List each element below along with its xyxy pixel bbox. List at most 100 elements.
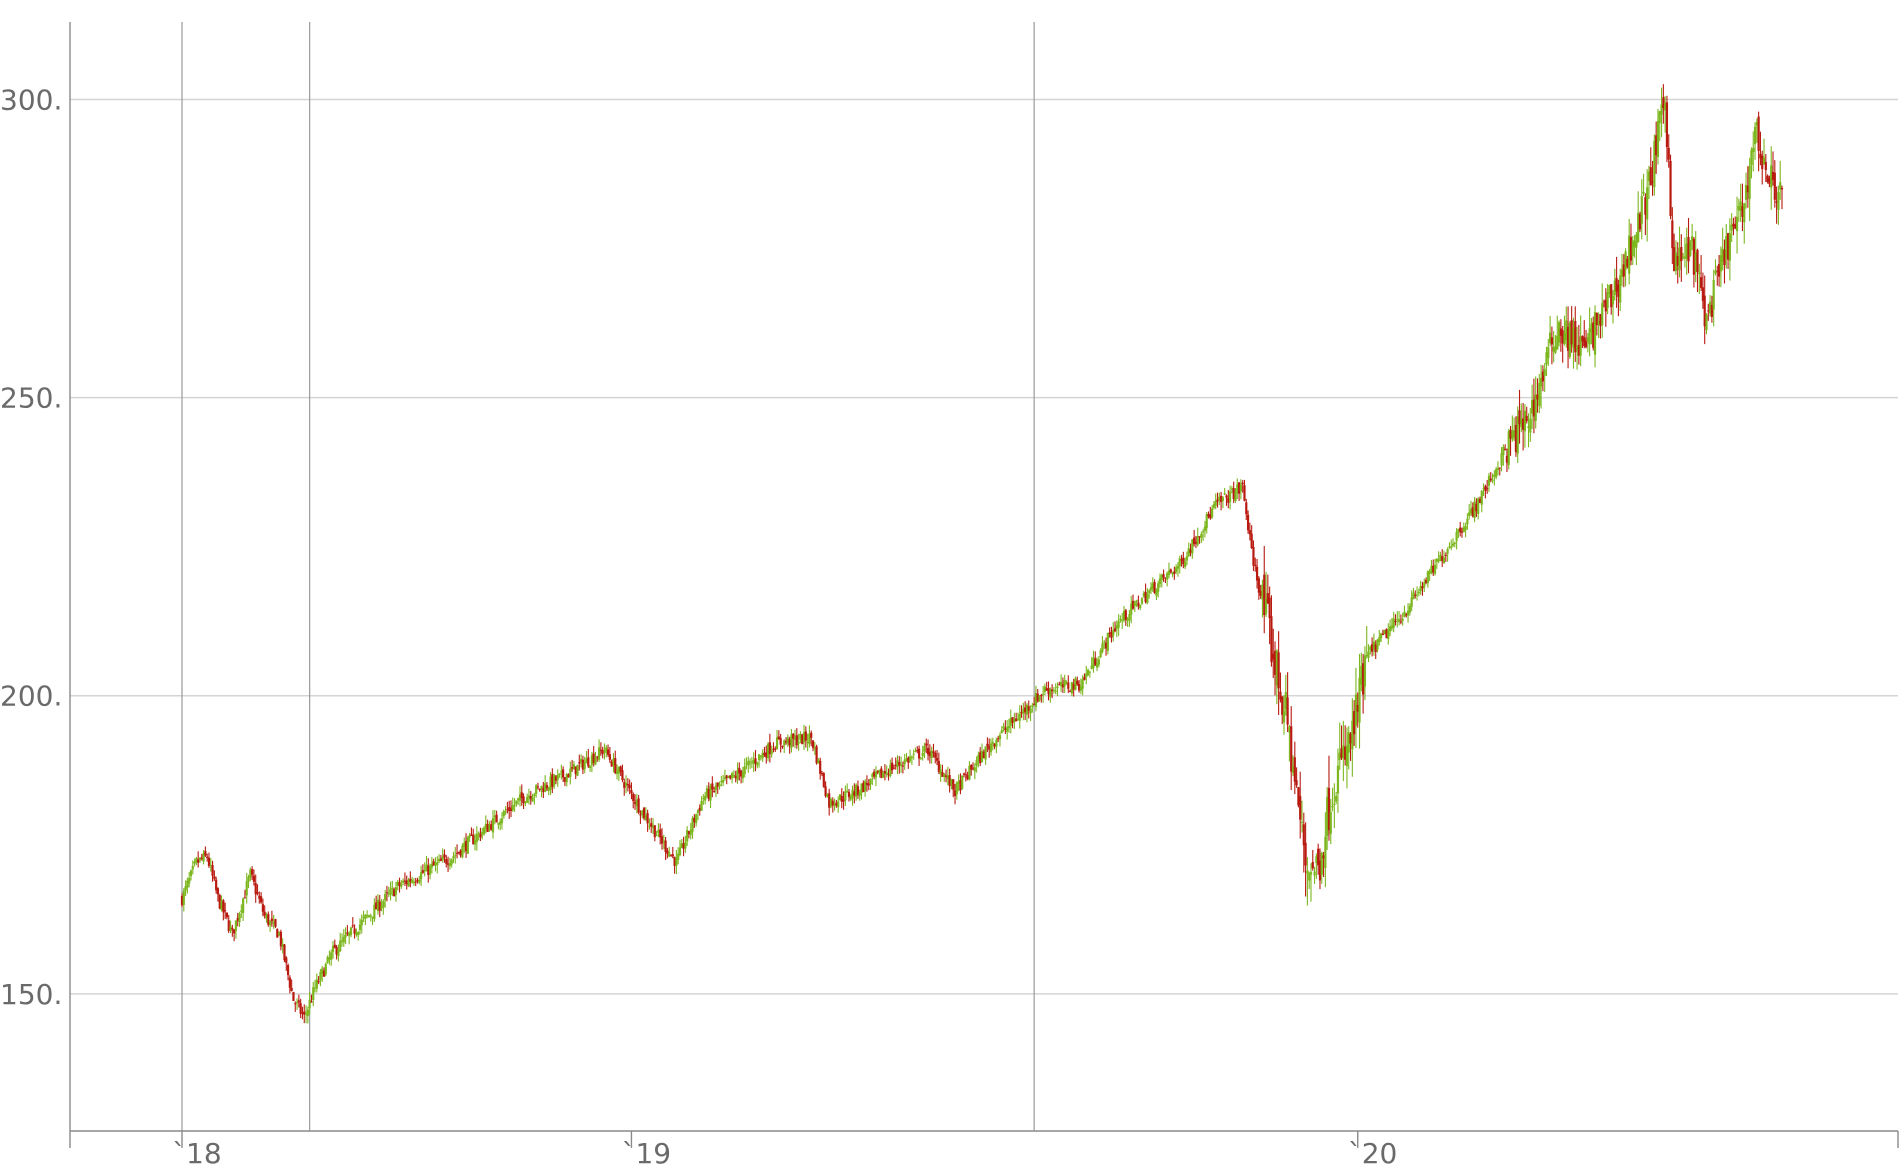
candlestick [878, 769, 881, 778]
candlestick [1381, 629, 1384, 636]
candlestick [405, 875, 408, 890]
candle-body [668, 852, 671, 857]
candle-body [1723, 250, 1726, 266]
candle-body [1545, 352, 1548, 365]
candlestick [1223, 487, 1226, 496]
candlestick [1579, 315, 1582, 367]
candle-body [714, 785, 718, 791]
candlestick [610, 759, 613, 767]
candlestick [1166, 571, 1169, 587]
candlestick [1656, 108, 1660, 165]
candlestick [1268, 586, 1271, 645]
candlestick [930, 746, 933, 764]
candlestick [932, 743, 935, 758]
candlestick [560, 764, 563, 780]
candle-body [1257, 578, 1260, 593]
candle-body [285, 957, 288, 963]
candlestick [1388, 619, 1392, 637]
candle-body [436, 862, 439, 866]
candle-body [1353, 711, 1356, 735]
candle-body [251, 869, 254, 875]
candlestick [286, 963, 290, 981]
candlestick [432, 858, 435, 866]
candlestick [793, 729, 797, 749]
candlestick-series [180, 84, 1784, 1024]
candlestick [1721, 227, 1724, 271]
candle-body [1113, 628, 1117, 632]
candlestick [1241, 480, 1244, 493]
candle-body [1275, 650, 1278, 686]
candle-body [1036, 693, 1039, 702]
candlestick [612, 753, 615, 773]
candlestick [682, 836, 685, 857]
candle-body [1115, 625, 1118, 630]
candlestick [1504, 444, 1507, 451]
candlestick [324, 962, 327, 977]
candlestick [889, 759, 892, 778]
candle-body [1291, 766, 1295, 773]
candle-body [1599, 314, 1602, 326]
candle-body [254, 882, 257, 895]
candlestick [1146, 588, 1149, 605]
candlestick [1257, 576, 1260, 600]
candlestick [633, 794, 637, 810]
candlestick [1748, 157, 1751, 222]
candlestick [1527, 413, 1530, 448]
candlestick [905, 753, 908, 762]
candlestick [1550, 326, 1553, 365]
candlestick [1101, 636, 1104, 654]
candlestick [1462, 522, 1465, 533]
candle-body [860, 783, 863, 793]
candlestick [486, 819, 489, 832]
candlestick [576, 764, 579, 777]
candle-body [1406, 610, 1410, 616]
candle-body [529, 795, 532, 800]
candlestick [1768, 175, 1771, 188]
candlestick [1523, 404, 1527, 448]
candlestick [923, 742, 926, 759]
candlestick [1755, 118, 1758, 143]
candle-body [923, 745, 926, 752]
candle-body [1354, 694, 1358, 726]
candlestick [802, 724, 806, 751]
candlestick [1225, 494, 1228, 506]
candle-body [1403, 611, 1406, 617]
candle-body [490, 824, 493, 830]
candle-body [1701, 287, 1704, 301]
candle-body [1284, 692, 1287, 710]
candle-body [355, 932, 358, 935]
candle-body [784, 741, 788, 743]
candle-body [1588, 328, 1591, 345]
candlestick [330, 949, 333, 966]
candle-body [1038, 695, 1041, 701]
candle-body [1184, 561, 1187, 567]
candlestick [186, 877, 189, 894]
candlestick [515, 800, 518, 807]
candlestick [1119, 615, 1122, 623]
candle-body [603, 750, 606, 752]
candlestick [914, 747, 917, 753]
candlestick [1354, 667, 1358, 749]
candle-body [588, 765, 592, 768]
candlestick [1266, 574, 1269, 605]
candlestick [267, 911, 270, 927]
candle-body [741, 771, 744, 779]
candle-body [989, 743, 993, 753]
candlestick [700, 796, 703, 811]
candlestick [245, 872, 248, 904]
candlestick [1234, 488, 1237, 503]
candlestick [1115, 620, 1118, 638]
candlestick [1254, 557, 1257, 572]
candle-body [389, 888, 392, 895]
candle-body [1237, 482, 1241, 494]
candlestick [1602, 299, 1606, 308]
candlestick [319, 968, 322, 987]
candlestick [919, 757, 922, 760]
candlestick [1306, 857, 1309, 906]
candle-body [423, 869, 426, 872]
candle-body [482, 827, 486, 835]
candle-body [1299, 795, 1302, 820]
candlestick [1574, 306, 1577, 362]
candle-body [1200, 534, 1203, 538]
candlestick [655, 830, 658, 837]
